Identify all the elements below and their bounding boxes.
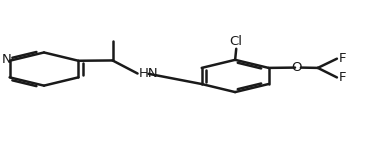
Text: O: O	[291, 61, 302, 74]
Text: F: F	[339, 71, 346, 84]
Text: HN: HN	[139, 67, 159, 80]
Text: N: N	[2, 53, 11, 66]
Text: Cl: Cl	[230, 35, 243, 48]
Text: F: F	[339, 52, 346, 65]
